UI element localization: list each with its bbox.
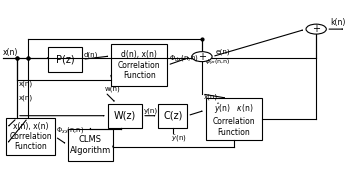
Text: CLMS
Algorithm: CLMS Algorithm (70, 135, 111, 155)
Text: +: + (198, 52, 206, 62)
Text: x(n): x(n) (204, 94, 218, 100)
Text: +: + (312, 24, 320, 34)
Text: k(n): k(n) (330, 18, 345, 27)
Text: x(n): x(n) (3, 48, 18, 57)
Text: W(z): W(z) (114, 111, 136, 121)
FancyBboxPatch shape (6, 118, 55, 155)
Text: d(n), x(n)
Correlation
Function: d(n), x(n) Correlation Function (118, 50, 161, 80)
Text: $\bar{y}$(n): $\bar{y}$(n) (171, 134, 187, 144)
Text: $\hat{y}$(n)   $\kappa$(n)
Correlation
Function: $\hat{y}$(n) $\kappa$(n) Correlation Fun… (212, 102, 255, 137)
Text: $\Phi_{dx}$(n,n): $\Phi_{dx}$(n,n) (169, 53, 199, 63)
Text: e(n): e(n) (216, 48, 230, 55)
FancyBboxPatch shape (68, 129, 113, 161)
Text: x(n): x(n) (19, 95, 33, 101)
Text: C(z): C(z) (163, 111, 183, 121)
Text: d(n): d(n) (84, 51, 98, 58)
Text: P(z): P(z) (56, 54, 74, 64)
FancyBboxPatch shape (48, 47, 82, 72)
Text: x(n): x(n) (19, 80, 33, 87)
FancyBboxPatch shape (108, 104, 142, 128)
FancyBboxPatch shape (158, 104, 187, 128)
FancyBboxPatch shape (206, 98, 262, 140)
Text: $\Phi_{xx}$(n,n): $\Phi_{xx}$(n,n) (56, 125, 84, 135)
FancyBboxPatch shape (111, 44, 167, 86)
Text: w(n): w(n) (105, 85, 121, 92)
Circle shape (192, 52, 212, 62)
Text: y(n): y(n) (143, 108, 158, 114)
Text: $\phi_{\hat{y}x}$(n,n): $\phi_{\hat{y}x}$(n,n) (205, 58, 230, 68)
Circle shape (306, 24, 326, 34)
Text: x(n), x(n)
Correlation
Function: x(n), x(n) Correlation Function (9, 122, 52, 151)
